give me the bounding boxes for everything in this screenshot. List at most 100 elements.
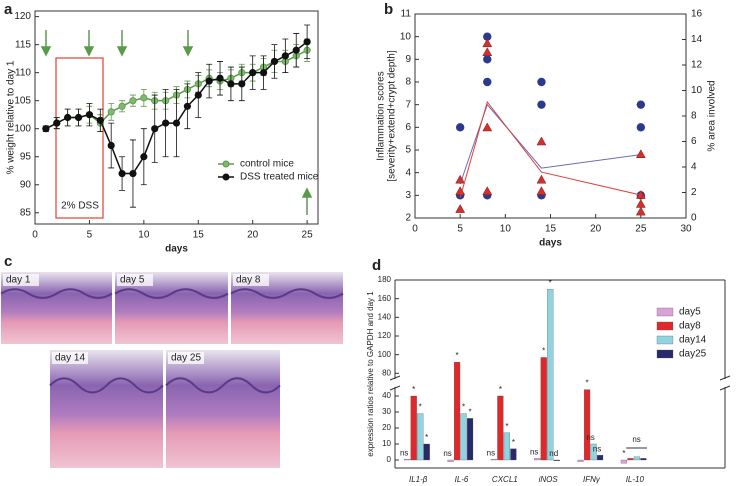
significance-label: * xyxy=(499,385,502,394)
y-axis-label: expression ratios relative to GAPDH and … xyxy=(366,291,375,457)
significance-label: ns xyxy=(487,448,495,457)
significance-label: nd xyxy=(549,449,558,458)
data-point xyxy=(536,136,547,146)
plot-frame xyxy=(34,10,319,225)
y-tick-label: 180 xyxy=(378,275,392,284)
y-tick-label: 110 xyxy=(15,67,31,78)
x-tick-label: 15 xyxy=(193,230,205,241)
y-tick-label: 8 xyxy=(405,77,411,88)
x-tick-label: 25 xyxy=(302,230,314,241)
data-point xyxy=(635,198,646,208)
y-tick-label: 10 xyxy=(400,31,412,42)
y-tick-label: 100 xyxy=(378,350,392,359)
y-tick-label: 16 xyxy=(691,9,703,20)
data-point xyxy=(194,91,202,99)
bar xyxy=(577,459,584,462)
significance-label: * xyxy=(512,438,515,447)
bar xyxy=(553,459,560,461)
break-gap xyxy=(394,379,396,387)
data-point xyxy=(635,206,646,216)
bar xyxy=(534,458,541,461)
data-point xyxy=(303,38,311,46)
mean-line xyxy=(459,100,641,198)
data-point xyxy=(162,119,170,127)
significance-label: * xyxy=(505,422,508,431)
image-label: day 25 xyxy=(171,353,201,364)
data-point xyxy=(537,100,546,109)
y-tick-label: 11 xyxy=(401,9,412,20)
y-tick-label: 4 xyxy=(691,162,697,173)
x-tick-label: iNOS xyxy=(539,475,559,484)
label-backdrop xyxy=(117,274,153,286)
data-point xyxy=(635,149,646,158)
data-point xyxy=(238,80,246,88)
data-point xyxy=(259,69,268,77)
histology-image xyxy=(50,350,163,468)
data-point xyxy=(536,186,547,195)
bar xyxy=(620,459,627,464)
y2-axis-label: % area involved xyxy=(707,80,718,151)
data-point xyxy=(483,77,492,87)
y-tick-label: 10 xyxy=(382,439,391,448)
y-tick-label: 8 xyxy=(691,111,697,122)
y-tick-label: 160 xyxy=(378,294,392,303)
x-tick-label: 0 xyxy=(32,230,38,241)
data-point xyxy=(270,57,279,66)
y-tick-label: 20 xyxy=(382,423,391,432)
x-axis-label: days xyxy=(165,244,188,255)
x-tick-label: 20 xyxy=(247,230,259,241)
data-point xyxy=(107,141,115,150)
bar xyxy=(583,389,591,461)
significance-label: ns xyxy=(400,448,408,457)
significance-label: * xyxy=(585,379,588,388)
significance-label: * xyxy=(622,449,625,458)
x-tick-label: 20 xyxy=(590,224,602,235)
legend-label: control mice xyxy=(240,159,294,170)
crypt-outline xyxy=(114,288,229,299)
data-point xyxy=(172,119,181,127)
panel-label: b xyxy=(384,1,393,18)
y-tick-label: 10 xyxy=(691,85,703,96)
crypt-outline xyxy=(0,288,113,299)
significance-label: ns xyxy=(586,433,594,442)
data-point xyxy=(249,69,257,77)
y-tick-label: 85 xyxy=(20,207,32,218)
significance-label: * xyxy=(419,403,422,412)
data-point xyxy=(53,119,61,127)
data-point xyxy=(227,80,235,88)
bar xyxy=(460,413,467,461)
data-point xyxy=(151,125,159,133)
bar xyxy=(510,448,517,461)
data-point xyxy=(140,94,148,102)
y-tick-label: 105 xyxy=(14,95,31,106)
y-tick-label: 80 xyxy=(382,368,391,377)
legend-swatch xyxy=(656,321,674,331)
image-label: day 8 xyxy=(236,275,261,286)
significance-label: * xyxy=(462,403,465,412)
data-point xyxy=(455,174,466,184)
data-point xyxy=(281,52,289,60)
legend-label: day25 xyxy=(679,349,707,360)
axis-break xyxy=(719,375,731,391)
annotation: 2% DSS xyxy=(61,201,99,212)
data-point xyxy=(292,46,300,54)
bar xyxy=(447,459,454,462)
y-tick-label: 140 xyxy=(378,312,392,321)
data-point xyxy=(85,111,94,119)
y-axis-label: [severity+extend+crypt depth] xyxy=(387,50,398,181)
treatment-box xyxy=(55,57,104,219)
legend-label: DSS treated mice xyxy=(240,172,319,183)
data-point xyxy=(483,55,492,64)
y-tick-label: 2 xyxy=(691,187,697,198)
panel-label: d xyxy=(372,257,381,274)
significance-label: * xyxy=(542,347,545,356)
bar xyxy=(410,395,417,461)
axis-break xyxy=(389,375,401,391)
y-tick-label: 12 xyxy=(691,60,703,71)
significance-label: ns xyxy=(443,449,451,458)
bar xyxy=(633,456,640,461)
bar xyxy=(627,458,634,461)
y-axis-label: Inflammation scores xyxy=(376,71,387,160)
annotation: ns xyxy=(632,435,640,444)
x-tick-label: 10 xyxy=(138,230,150,241)
